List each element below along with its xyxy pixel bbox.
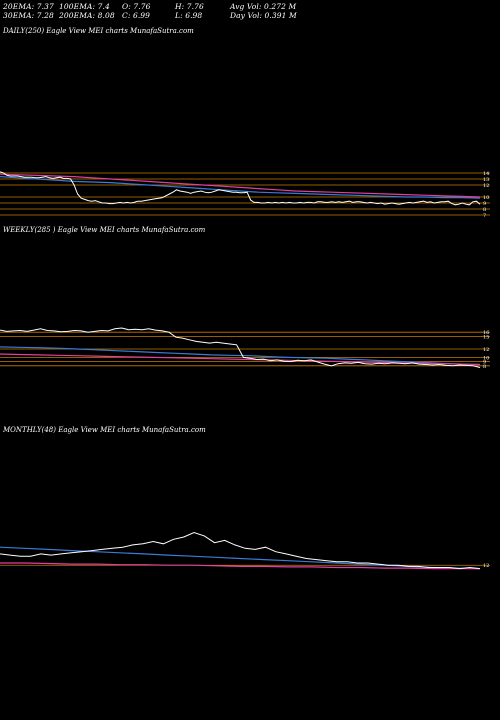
stat-day-vol: Day Vol: 0.391 M [230, 11, 297, 20]
weekly-ema-blue-line [0, 346, 481, 366]
stat-low: L: 6.98 [175, 11, 203, 20]
stat-ema200: 200EMA: 8.08 [59, 11, 115, 20]
weekly-axis-label: 9 [483, 360, 486, 366]
stat-close: C: 6.99 [122, 11, 151, 20]
daily-axis-label: 14 [483, 171, 489, 177]
daily-axis-label: 9 [483, 201, 486, 207]
stat-open: O: 7.76 [122, 2, 151, 11]
weekly-axis-label: 10 [483, 355, 489, 361]
stat-ema30: 30EMA: 7.28 [3, 11, 54, 20]
weekly-ema-pink-line [0, 353, 481, 366]
weekly-axis-label: 12 [483, 347, 489, 353]
weekly-panel-title: WEEKLY(285 ) Eagle View MEI charts Munaf… [3, 226, 206, 234]
monthly-ema-pink-line [0, 562, 480, 570]
daily-axis-label: 10 [483, 195, 489, 201]
monthly-ema-blue-line [0, 546, 481, 570]
stat-ema100: 100EMA: 7.4 [59, 2, 110, 11]
weekly-axis-label: 15 [483, 334, 489, 340]
daily-axis-label: 7 [483, 213, 486, 219]
weekly-price-line [0, 327, 481, 368]
weekly-axis-label: 8 [483, 364, 486, 370]
stat-ema20: 20EMA: 7.37 [3, 2, 54, 11]
daily-ema-pink-line [0, 173, 481, 198]
daily-axis-label: 12 [483, 183, 489, 189]
daily-price-line [0, 171, 481, 206]
monthly-panel-title: MONTHLY(48) Eagle View MEI charts Munafa… [3, 426, 206, 434]
weekly-axis-label: 16 [483, 330, 489, 336]
stat-high: H: 7.76 [175, 2, 204, 11]
monthly-price-line [0, 531, 481, 570]
daily-axis-label: 13 [483, 177, 489, 183]
monthly-chart: 12 [0, 531, 490, 570]
daily-ema-blue-line [0, 176, 481, 199]
daily-axis-label: 8 [483, 207, 486, 213]
monthly-axis-label: 12 [483, 563, 489, 569]
daily-panel-title: DAILY(250) Eagle View MEI charts MunafaS… [3, 27, 194, 35]
stat-avg-vol: Avg Vol: 0.272 M [230, 2, 297, 11]
